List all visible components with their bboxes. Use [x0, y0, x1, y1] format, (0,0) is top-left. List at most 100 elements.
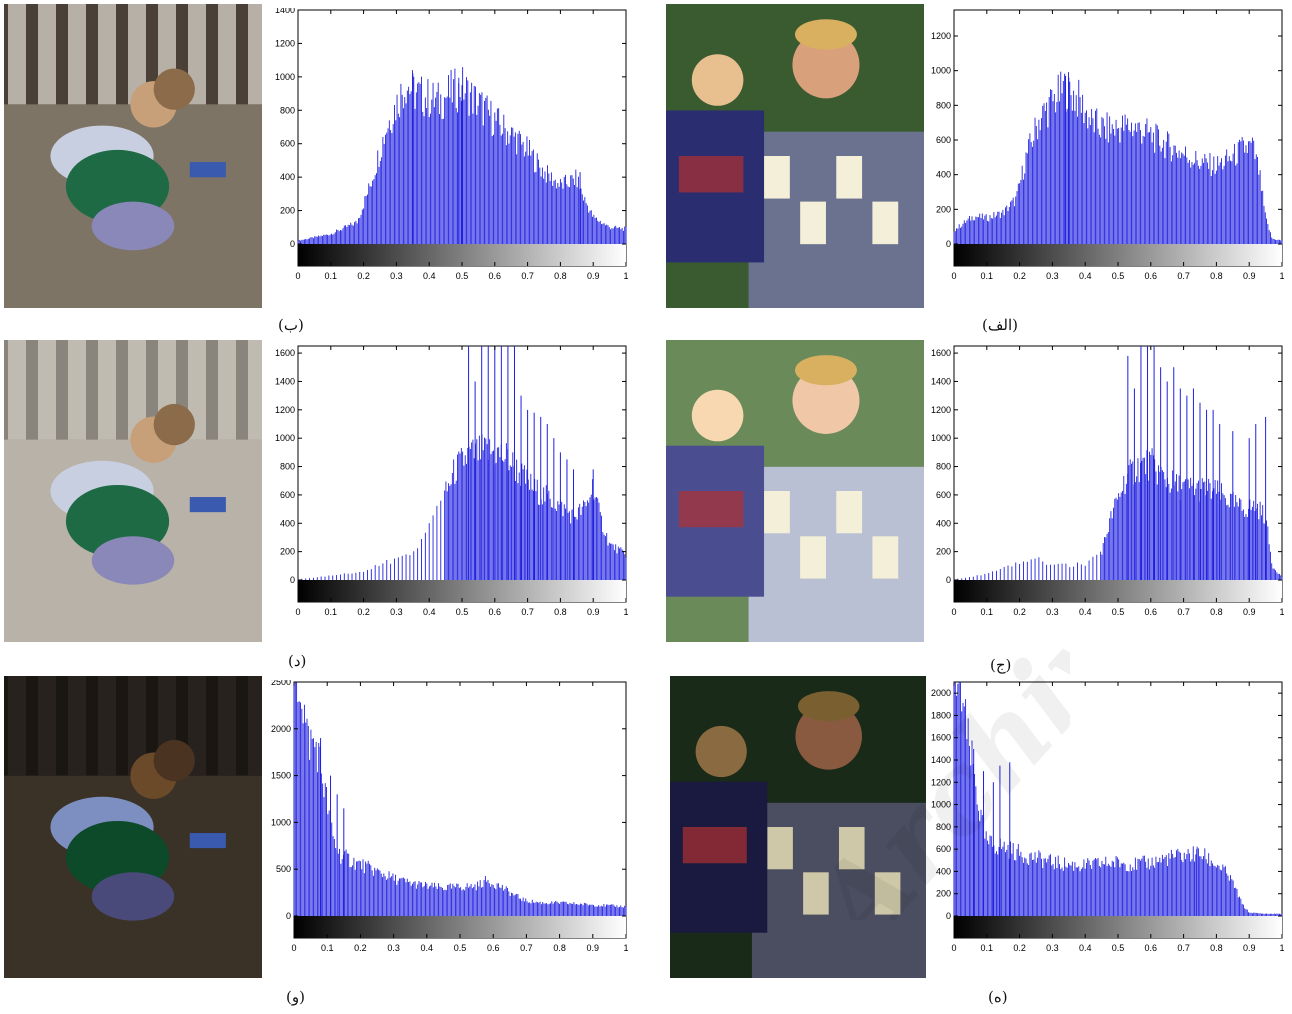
y-tick-label: 1600	[931, 733, 951, 743]
x-tick-label: 0.4	[1079, 607, 1092, 617]
x-tick-label: 1	[1279, 943, 1284, 953]
y-tick-label: 400	[936, 170, 951, 180]
histogram-he: 0 200 400 600 800 1000 1200 1400 1600 1800 2000 0 0.…	[931, 681, 1285, 953]
colorbar	[298, 580, 626, 602]
y-tick-label: 1000	[275, 433, 295, 443]
x-tick-label: 0.7	[1177, 943, 1190, 953]
y-tick-label: 200	[936, 547, 951, 557]
y-tick-label: 1000	[931, 433, 951, 443]
x-tick-label: 0.6	[489, 271, 502, 281]
panel-label-jim: (ج)	[990, 656, 1012, 674]
father-daughter-photo	[666, 340, 924, 642]
y-tick-label: 600	[936, 490, 951, 500]
father-daughter-photo	[666, 4, 924, 308]
y-tick-label: 1400	[931, 376, 951, 386]
x-tick-label: 0.8	[1210, 943, 1223, 953]
colorbar	[954, 916, 1282, 938]
y-tick-label: 1600	[931, 348, 951, 358]
x-tick-label: 0.7	[521, 607, 534, 617]
y-tick-label: 800	[280, 462, 295, 472]
x-tick-label: 0.8	[1210, 607, 1223, 617]
y-tick-label: 1200	[931, 31, 951, 41]
plot-frame	[953, 9, 1283, 267]
x-tick-label: 0.7	[521, 271, 534, 281]
x-tick-label: 0.7	[1177, 607, 1190, 617]
children-photo	[4, 676, 262, 978]
x-tick-label: 0.9	[587, 607, 600, 617]
x-tick-label: 1	[1279, 271, 1284, 281]
x-tick-label: 0.3	[1046, 271, 1059, 281]
x-tick-label: 0.2	[1013, 943, 1026, 953]
panel-label-vav: (و)	[286, 988, 305, 1006]
x-tick-label: 0.6	[489, 607, 502, 617]
y-tick-label: 0	[946, 911, 951, 921]
x-tick-label: 0.2	[1013, 271, 1026, 281]
histogram-dal: 0 200 400 600 800 1000 1200 1400 1600 0 0.1 0.2 0.3 0…	[275, 345, 629, 617]
y-tick-label: 2500	[271, 680, 291, 687]
x-tick-label: 0.1	[325, 271, 338, 281]
x-tick-label: 0	[951, 607, 956, 617]
panel-label-he: (ه)	[988, 988, 1008, 1006]
x-tick-label: 0.8	[554, 607, 567, 617]
x-tick-label: 0.1	[981, 607, 994, 617]
x-tick-label: 0	[295, 607, 300, 617]
colorbar	[954, 244, 1282, 266]
y-tick-label: 200	[280, 206, 295, 216]
x-tick-label: 0.4	[423, 271, 436, 281]
x-tick-label: 0.4	[421, 943, 434, 953]
y-tick-label: 800	[936, 462, 951, 472]
x-tick-label: 0.1	[981, 943, 994, 953]
y-tick-label: 400	[936, 866, 951, 876]
y-tick-label: 1000	[275, 72, 295, 82]
x-tick-label: 0.2	[354, 943, 367, 953]
x-tick-label: 0.6	[487, 943, 500, 953]
y-tick-label: 800	[280, 105, 295, 115]
x-tick-label: 0.3	[1046, 943, 1059, 953]
y-tick-label: 1200	[931, 405, 951, 415]
x-tick-label: 0.3	[1046, 607, 1059, 617]
x-tick-label: 0.8	[554, 271, 567, 281]
colorbar	[298, 244, 626, 266]
x-tick-label: 0	[951, 271, 956, 281]
colorbar	[954, 580, 1282, 602]
x-tick-label: 0.9	[587, 943, 600, 953]
x-tick-label: 1	[623, 943, 628, 953]
x-tick-label: 0.7	[1177, 271, 1190, 281]
colorbar	[294, 916, 626, 938]
x-tick-label: 0.9	[587, 271, 600, 281]
y-tick-label: 1800	[931, 710, 951, 720]
children-photo	[4, 340, 262, 642]
x-tick-label: 0	[295, 271, 300, 281]
x-tick-label: 0.5	[456, 271, 469, 281]
x-tick-label: 0.6	[1145, 943, 1158, 953]
y-tick-label: 1200	[275, 38, 295, 48]
x-tick-label: 0.8	[553, 943, 566, 953]
y-tick-label: 200	[936, 204, 951, 214]
y-tick-label: 2000	[271, 724, 291, 734]
x-tick-label: 0.4	[423, 607, 436, 617]
x-tick-label: 0.5	[1112, 607, 1125, 617]
y-tick-label: 800	[936, 100, 951, 110]
x-tick-label: 0.5	[1112, 271, 1125, 281]
x-tick-label: 0.9	[1243, 607, 1256, 617]
children-photo	[4, 4, 262, 308]
x-tick-label: 0	[291, 943, 296, 953]
y-tick-label: 1000	[271, 817, 291, 827]
y-tick-label: 1400	[931, 755, 951, 765]
x-tick-label: 0	[951, 943, 956, 953]
y-tick-label: 400	[280, 518, 295, 528]
y-tick-label: 500	[276, 864, 291, 874]
y-tick-label: 1200	[931, 777, 951, 787]
y-tick-label: 1600	[275, 348, 295, 358]
panel-label-alef: (الف)	[982, 316, 1018, 334]
x-tick-label: 0.5	[456, 607, 469, 617]
x-tick-label: 0.7	[520, 943, 533, 953]
x-tick-label: 1	[623, 271, 628, 281]
x-tick-label: 0.2	[357, 271, 370, 281]
x-tick-label: 0.1	[321, 943, 334, 953]
x-tick-label: 0.4	[1079, 943, 1092, 953]
histogram-alef: 0 200 400 600 800 1000 1200 0 0.1 0.2 0.3 0.4 0.5 0.6…	[931, 9, 1285, 281]
y-tick-label: 0	[290, 239, 295, 249]
y-tick-label: 600	[936, 135, 951, 145]
y-tick-label: 0	[946, 575, 951, 585]
